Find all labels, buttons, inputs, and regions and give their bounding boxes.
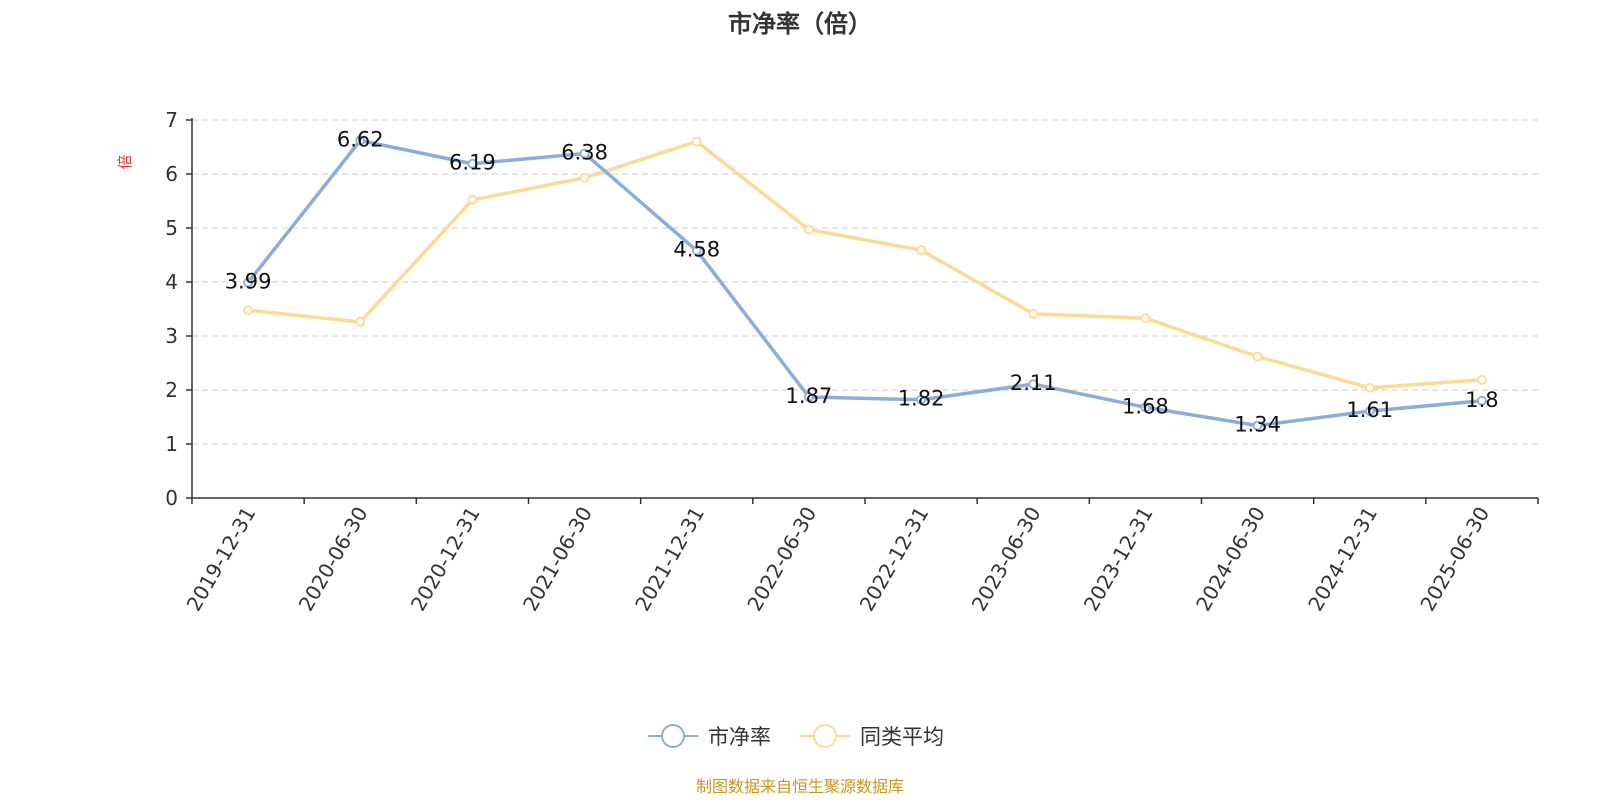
data-labels: 3.99 6.62 6.19 6.38 4.58 1.87 1.82 2.11 1.68 1.34… (225, 128, 1499, 437)
data-point[interactable] (355, 317, 366, 327)
x-tick-label: 2020-12-31 (406, 503, 485, 616)
x-tick-label: 2024-06-30 (1191, 503, 1270, 616)
data-point[interactable] (355, 135, 366, 146)
legend[interactable]: 市净率 同类平均 (648, 724, 944, 749)
grid-lines (192, 119, 1538, 445)
series-points (243, 135, 1487, 431)
y-axis-ticks: 0 1 2 3 4 5 6 7 (165, 108, 192, 510)
data-label: 1.61 (1346, 398, 1393, 422)
legend-label: 同类平均 (860, 725, 944, 749)
data-label: 6.62 (337, 128, 384, 152)
data-point[interactable] (243, 277, 253, 288)
y-tick-label: 1 (165, 432, 178, 456)
data-point[interactable] (467, 158, 478, 169)
data-point[interactable] (579, 148, 590, 159)
series-line-0 (246, 138, 1483, 428)
data-label: 1.8 (1465, 388, 1498, 412)
x-tick-label: 2025-06-30 (1415, 503, 1494, 616)
x-tick-label: 2023-12-31 (1079, 503, 1158, 616)
data-label: 1.82 (898, 387, 945, 411)
x-tick-label: 2021-12-31 (630, 503, 709, 616)
data-point[interactable] (1028, 379, 1039, 389)
x-tick-label: 2021-06-30 (518, 503, 597, 616)
data-label: 1.34 (1234, 413, 1281, 437)
y-axis-unit-label: 倍 (116, 154, 134, 169)
data-point[interactable] (1140, 402, 1151, 413)
legend-label: 市净率 (708, 725, 771, 749)
legend-item-1[interactable]: 同类平均 (800, 724, 944, 749)
data-point[interactable] (579, 172, 590, 183)
data-point[interactable] (916, 245, 926, 256)
data-point[interactable] (1252, 420, 1263, 431)
data-point[interactable] (691, 245, 702, 256)
x-tick-label: 2019-12-31 (182, 503, 261, 616)
legend-marker (813, 724, 837, 748)
axes (191, 118, 1538, 499)
x-tick-label: 2020-06-30 (294, 503, 373, 616)
series-line-1 (247, 139, 1483, 390)
data-label: 3.99 (225, 270, 272, 294)
data-point[interactable] (1477, 374, 1487, 385)
x-tick-label: 2024-12-31 (1303, 503, 1382, 616)
data-label: 1.87 (786, 384, 833, 408)
series-lines (246, 138, 1483, 428)
y-tick-label: 5 (165, 216, 178, 240)
data-point[interactable] (467, 195, 478, 205)
data-point[interactable] (1028, 308, 1039, 319)
data-label: 6.38 (561, 140, 608, 164)
data-point[interactable] (804, 224, 814, 235)
data-point[interactable] (1364, 382, 1375, 393)
data-label: 1.68 (1122, 394, 1169, 418)
legend-marker (661, 724, 685, 748)
data-point[interactable] (916, 394, 926, 405)
chart-title: 市净率（倍） (728, 10, 872, 38)
data-point[interactable] (691, 136, 702, 147)
data-label: 4.58 (673, 238, 720, 262)
data-point[interactable] (1477, 395, 1487, 406)
data-point[interactable] (1252, 351, 1263, 362)
y-tick-label: 0 (165, 486, 178, 510)
y-tick-label: 4 (165, 270, 178, 294)
data-point[interactable] (243, 305, 253, 315)
x-tick-label: 2022-06-30 (742, 503, 821, 616)
y-tick-label: 2 (165, 378, 178, 402)
data-source-note: 制图数据来自恒生聚源数据库 (696, 777, 904, 796)
x-tick-label: 2022-12-31 (855, 503, 934, 616)
legend-item-0[interactable]: 市净率 (648, 724, 771, 749)
data-point[interactable] (804, 392, 814, 402)
x-axis-ticks: 2019-12-31 2020-06-30 2020-12-31 2021-06-30… (182, 498, 1539, 616)
x-tick-label: 2023-06-30 (967, 503, 1046, 616)
y-tick-label: 3 (165, 324, 178, 348)
data-point[interactable] (1140, 313, 1151, 324)
data-label: 6.19 (449, 151, 496, 175)
y-tick-label: 7 (165, 108, 178, 132)
y-tick-label: 6 (165, 162, 178, 186)
data-label: 2.11 (1010, 371, 1057, 395)
data-point[interactable] (1364, 406, 1375, 416)
